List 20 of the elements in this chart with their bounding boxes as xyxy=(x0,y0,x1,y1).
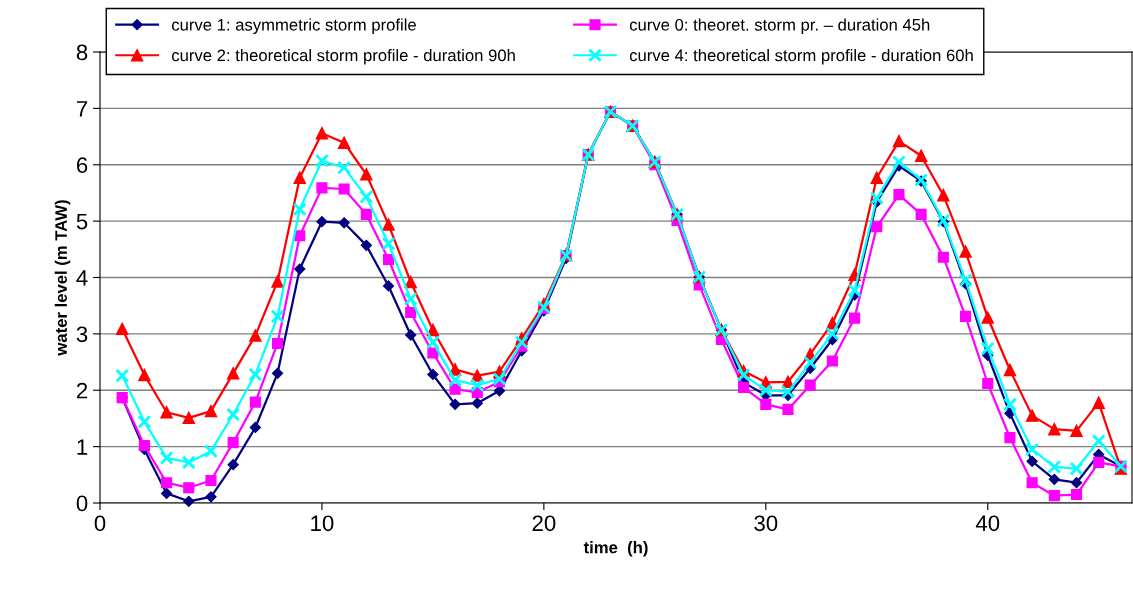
legend-label: curve 0: theoret. storm pr. – duration 45h xyxy=(629,18,930,34)
legend-label: curve 4: theoretical storm profile - duration 60h xyxy=(629,49,973,65)
legend-label: curve 1: asymmetric storm profile xyxy=(171,18,416,34)
legend-label: curve 2: theoretical storm profile - duration 90h xyxy=(171,49,515,65)
y-tick-label: 0 xyxy=(76,495,88,512)
x-tick-label: 30 xyxy=(754,515,778,532)
y-tick-label: 7 xyxy=(76,101,88,117)
y-tick-label: 3 xyxy=(76,326,88,343)
y-tick-label: 5 xyxy=(76,213,88,230)
y-axis-title: water level (m TAW) xyxy=(54,200,71,356)
x-tick-label: 20 xyxy=(532,515,556,532)
x-axis-title: time (h) xyxy=(583,541,648,557)
y-tick-label: 8 xyxy=(76,44,88,61)
y-tick-label: 4 xyxy=(76,270,88,286)
x-tick-label: 0 xyxy=(94,515,106,532)
x-tick-label: 40 xyxy=(975,515,1000,532)
y-tick-label: 2 xyxy=(76,382,88,399)
y-tick-label: 1 xyxy=(77,439,88,455)
y-tick-label: 6 xyxy=(76,157,88,174)
x-tick-label: 10 xyxy=(311,515,334,532)
